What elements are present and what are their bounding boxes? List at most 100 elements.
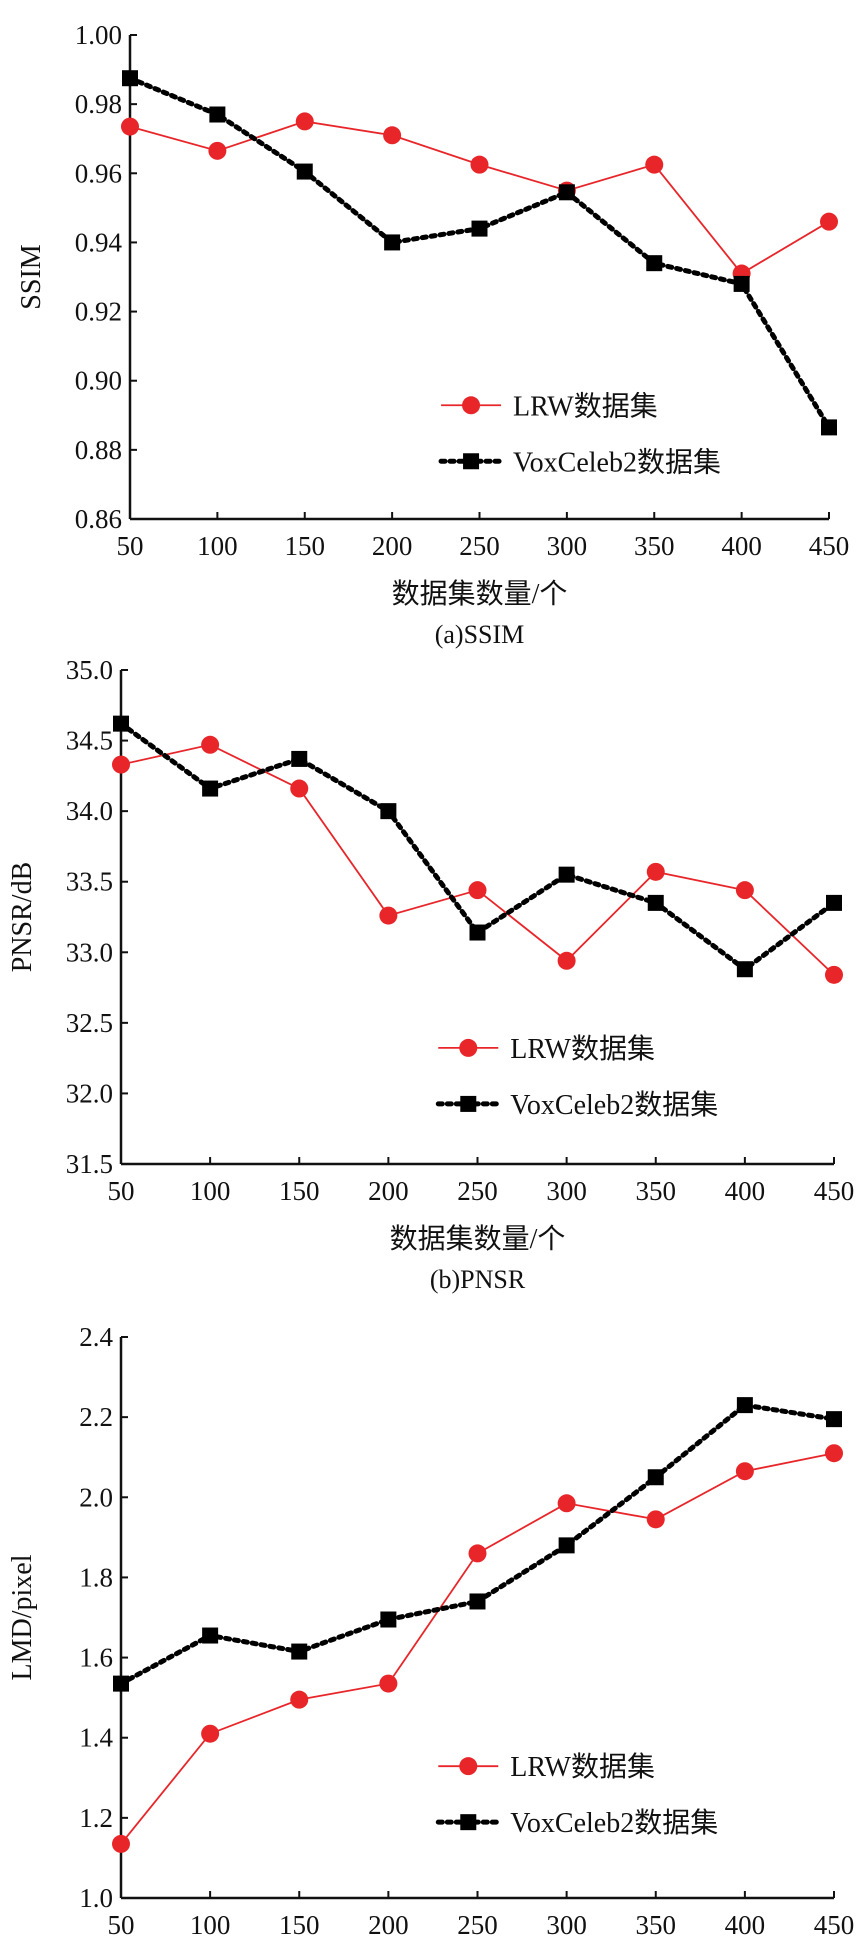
x-tick-label: 100 (190, 1910, 231, 1940)
x-tick-label: 300 (547, 531, 588, 561)
x-tick-label: 100 (197, 531, 238, 561)
legend-label: VoxCeleb2数据集 (513, 446, 721, 478)
legend: LRW数据集 VoxCeleb2数据集 (435, 1751, 718, 1839)
x-tick-label: 400 (725, 1176, 766, 1206)
legend: LRW数据集 VoxCeleb2数据集 (435, 1033, 718, 1121)
data-point (291, 1643, 308, 1660)
data-point (208, 141, 227, 160)
series-voxceleb2 (113, 715, 842, 978)
y-tick-label: 0.88 (75, 435, 122, 465)
data-point (736, 961, 753, 978)
data-point (470, 155, 489, 174)
y-tick-label: 1.8 (79, 1562, 113, 1592)
data-point (290, 779, 309, 798)
data-point (825, 1444, 843, 1463)
legend-label: LRW数据集 (510, 1751, 655, 1783)
chart-caption: (b)PNSR (430, 1265, 526, 1294)
data-point (380, 1611, 397, 1628)
y-tick-label: 35.0 (66, 655, 113, 685)
y-tick-label: 1.0 (79, 1883, 113, 1913)
data-point (384, 234, 401, 251)
x-tick-label: 350 (636, 1176, 677, 1206)
series-voxceleb2 (113, 1397, 842, 1692)
y-tick-label: 2.4 (79, 1322, 113, 1352)
data-point (295, 112, 314, 131)
y-tick-label: 34.0 (66, 796, 113, 826)
x-tick-label: 50 (117, 531, 144, 561)
x-tick-label: 400 (725, 1910, 766, 1940)
data-point (826, 1411, 842, 1428)
chart-caption: (a)SSIM (435, 620, 525, 649)
series-voxceleb2 (122, 70, 837, 436)
data-point (112, 1834, 130, 1853)
data-point (290, 1690, 309, 1709)
chart-panel-1: 0.86 0.88 0.90 0.92 0.94 0.96 0.98 1.00 50 100 150… (16, 20, 849, 649)
x-tick-label: 100 (190, 1176, 231, 1206)
legend: LRW数据集 VoxCeleb2数据集 (438, 390, 721, 478)
data-point (557, 951, 576, 970)
legend-label: LRW数据集 (510, 1033, 655, 1065)
x-tick-label: 300 (546, 1910, 587, 1940)
y-tick-label: 1.4 (79, 1723, 113, 1753)
y-tick-label: 2.0 (79, 1482, 113, 1512)
y-tick-label: 32.0 (66, 1078, 113, 1108)
data-point (121, 117, 139, 136)
y-tick-label: 0.90 (75, 366, 122, 396)
y-axis-title: PNSR/dB (7, 862, 38, 973)
data-point (735, 881, 754, 900)
x-tick-label: 350 (636, 1910, 677, 1940)
data-point (558, 866, 575, 883)
data-point (379, 1674, 398, 1693)
x-tick-label: 450 (814, 1176, 855, 1206)
data-point (647, 1469, 664, 1486)
legend-marker (460, 1095, 477, 1112)
legend-marker (462, 396, 481, 415)
data-point (209, 106, 226, 123)
data-point (646, 1510, 665, 1529)
legend-label: VoxCeleb2数据集 (510, 1807, 718, 1839)
data-point (122, 70, 138, 87)
data-point (646, 862, 665, 881)
legend-label: VoxCeleb2数据集 (510, 1089, 718, 1121)
data-point (113, 715, 129, 732)
x-tick-label: 200 (368, 1176, 409, 1206)
x-tick-label: 450 (809, 531, 850, 561)
x-tick-label: 50 (108, 1910, 135, 1940)
data-point (825, 965, 843, 984)
x-tick-label: 150 (279, 1910, 320, 1940)
x-tick-label: 250 (457, 1176, 498, 1206)
legend-marker (463, 453, 480, 470)
data-point (736, 1397, 753, 1414)
data-point (291, 750, 308, 767)
y-tick-label: 33.5 (66, 867, 113, 897)
data-point (558, 184, 575, 201)
data-point (826, 894, 842, 911)
x-tick-label: 200 (372, 531, 413, 561)
x-tick-label: 250 (457, 1910, 498, 1940)
y-axis-title: LMD/pixel (7, 1554, 38, 1680)
x-tick-label: 350 (634, 531, 675, 561)
series-line (129, 120, 830, 275)
data-point (469, 1593, 486, 1610)
x-axis-title: 数据集数量/个 (390, 1223, 566, 1255)
data-point (468, 1544, 487, 1563)
y-tick-label: 0.96 (75, 158, 122, 188)
data-point (645, 155, 664, 174)
y-tick-label: 1.00 (75, 20, 122, 50)
data-point (733, 275, 750, 292)
data-point (202, 780, 219, 797)
y-tick-label: 32.5 (66, 1008, 113, 1038)
data-point (647, 894, 664, 911)
x-tick-label: 300 (546, 1176, 587, 1206)
data-point (821, 419, 837, 436)
y-tick-label: 2.2 (79, 1402, 113, 1432)
data-point (201, 1724, 220, 1743)
y-tick-label: 0.98 (75, 89, 122, 119)
chart-panel-2: 31.5 32.0 32.5 33.0 33.5 34.0 34.5 35.0 50 100 150… (7, 655, 854, 1294)
y-tick-label: 34.5 (66, 726, 113, 756)
data-point (383, 126, 402, 145)
data-point (557, 1494, 576, 1513)
y-tick-label: 1.2 (79, 1803, 113, 1833)
y-tick-label: 33.0 (66, 937, 113, 967)
data-point (202, 1627, 219, 1644)
